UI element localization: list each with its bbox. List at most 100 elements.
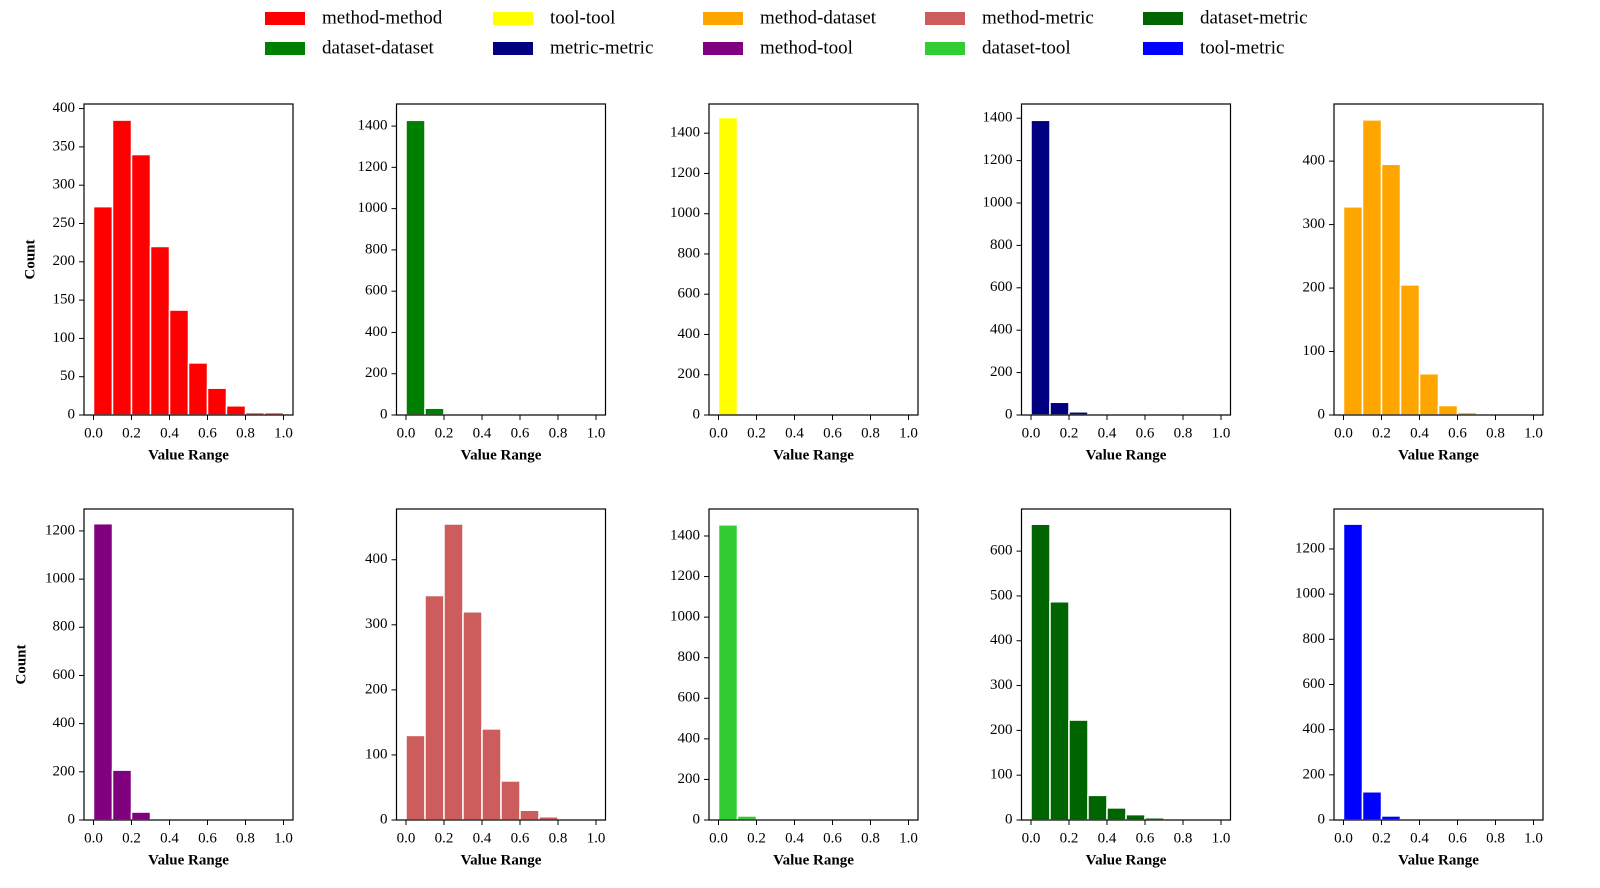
y-tick-label: 0 (380, 406, 388, 422)
y-tick-label: 0 (1318, 811, 1326, 827)
y-tick-label: 1200 (358, 159, 388, 175)
histogram-bar (1030, 523, 1051, 821)
histogram-bar (443, 523, 464, 821)
x-tick-label: 0.8 (1174, 830, 1193, 846)
x-tick-label: 0.4 (1410, 425, 1429, 441)
y-tick-label: 250 (53, 215, 76, 231)
x-tick-label: 1.0 (899, 425, 918, 441)
x-tick-label: 1.0 (1212, 830, 1231, 846)
histogram-bar (519, 809, 540, 821)
x-tick-label: 0.4 (785, 425, 804, 441)
y-tick-label: 200 (365, 365, 388, 381)
legend-label: tool-tool (550, 7, 615, 28)
histogram-bar (405, 734, 426, 821)
x-tick-label: 0.6 (823, 425, 842, 441)
histogram-bar (92, 205, 114, 416)
x-tick-label: 0.2 (435, 830, 454, 846)
x-tick-label: 1.0 (274, 830, 293, 846)
x-axis-label: Value Range (461, 447, 542, 463)
y-tick-label: 200 (678, 366, 701, 382)
x-tick-label: 1.0 (899, 830, 918, 846)
y-tick-label: 400 (1303, 153, 1326, 169)
axes-frame (1333, 103, 1544, 416)
histogram-bar (1380, 163, 1402, 416)
histogram-bar (111, 119, 133, 416)
y-tick-label: 0 (68, 811, 76, 827)
y-tick-label: 800 (365, 241, 388, 257)
histogram-bar (130, 811, 152, 821)
histogram-bar (1068, 719, 1089, 821)
legend-label: method-metric (982, 7, 1094, 28)
x-tick-label: 0.2 (747, 830, 766, 846)
legend-label: dataset-dataset (322, 37, 435, 58)
x-tick-label: 0.2 (1060, 425, 1079, 441)
x-tick-label: 0.2 (747, 425, 766, 441)
x-axis-label: Value Range (1398, 852, 1479, 868)
histogram-bar (1437, 404, 1459, 416)
y-tick-label: 400 (678, 326, 701, 342)
x-tick-label: 0.2 (122, 425, 141, 441)
legend-swatch (1143, 42, 1183, 55)
y-tick-label: 0 (693, 406, 701, 422)
legend-label: tool-metric (1200, 37, 1284, 58)
y-tick-label: 400 (990, 322, 1013, 338)
y-tick-label: 0 (1318, 406, 1326, 422)
histogram-bar (405, 119, 426, 416)
x-tick-label: 0.8 (861, 425, 880, 441)
x-axis-label: Value Range (1086, 447, 1167, 463)
x-tick-label: 0.8 (549, 425, 568, 441)
y-tick-label: 100 (365, 746, 388, 762)
x-tick-label: 0.2 (1372, 830, 1391, 846)
x-tick-label: 1.0 (1524, 830, 1543, 846)
y-tick-label: 0 (1005, 406, 1013, 422)
legend-label: method-dataset (760, 7, 877, 28)
y-tick-label: 200 (1303, 279, 1326, 295)
y-tick-label: 1400 (358, 118, 388, 134)
y-tick-label: 1000 (983, 194, 1013, 210)
x-axis-label: Value Range (1086, 852, 1167, 868)
histogram-bar (1380, 815, 1402, 821)
y-tick-label: 50 (60, 368, 75, 384)
x-axis-label: Value Range (1398, 447, 1479, 463)
histogram-bar (462, 611, 483, 821)
x-tick-label: 0.4 (160, 425, 179, 441)
axes-frame (395, 508, 607, 821)
y-tick-label: 1000 (670, 609, 700, 625)
y-tick-label: 400 (53, 100, 76, 116)
x-tick-label: 0.0 (397, 425, 416, 441)
x-tick-label: 0.8 (549, 830, 568, 846)
histogram-bar (225, 405, 247, 416)
y-tick-label: 1200 (1295, 540, 1325, 556)
x-tick-label: 0.0 (84, 830, 103, 846)
x-tick-label: 1.0 (587, 425, 606, 441)
x-tick-label: 1.0 (587, 830, 606, 846)
y-tick-label: 600 (678, 690, 701, 706)
y-tick-label: 0 (693, 811, 701, 827)
x-tick-label: 0.2 (1060, 830, 1079, 846)
legend-swatch (925, 12, 965, 25)
histogram-bar (424, 594, 445, 821)
x-tick-label: 0.6 (511, 830, 530, 846)
y-tick-label: 500 (990, 587, 1013, 603)
histogram-bar (149, 245, 171, 416)
y-tick-label: 1000 (358, 200, 388, 216)
histogram-bar (1049, 601, 1070, 821)
histogram-bar (717, 116, 739, 416)
y-tick-label: 400 (1303, 721, 1326, 737)
histogram-bar (424, 407, 445, 416)
y-tick-label: 200 (990, 364, 1013, 380)
y-tick-label: 800 (1303, 631, 1326, 647)
x-tick-label: 0.0 (1022, 830, 1041, 846)
x-tick-label: 0.6 (511, 425, 530, 441)
y-tick-label: 400 (53, 715, 76, 731)
axes-frame (83, 103, 294, 416)
y-tick-label: 300 (990, 677, 1013, 693)
x-tick-label: 0.6 (1448, 425, 1467, 441)
legend-swatch (265, 12, 305, 25)
x-tick-label: 0.6 (198, 830, 217, 846)
y-tick-label: 300 (365, 616, 388, 632)
y-tick-label: 1200 (983, 152, 1013, 168)
y-tick-label: 0 (68, 406, 76, 422)
y-tick-label: 800 (678, 245, 701, 261)
